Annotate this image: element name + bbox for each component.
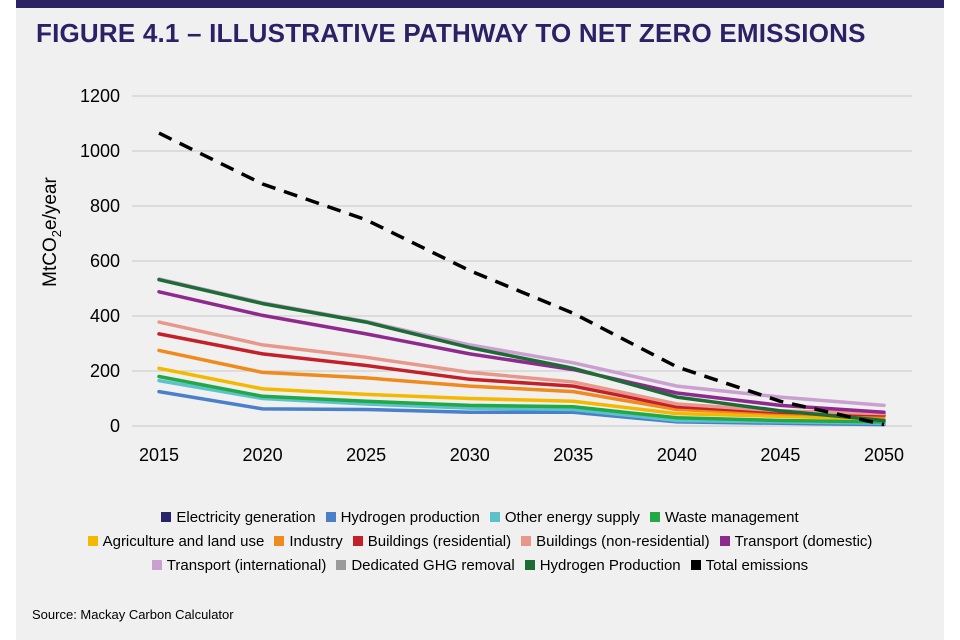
x-tick-label: 2040 (657, 445, 697, 465)
series-line-total-emissions (158, 131, 885, 427)
series-line-transport-international (157, 277, 886, 408)
legend-item: Agriculture and land use (87, 532, 265, 550)
series-line-transport-domestic (157, 290, 886, 415)
legend-label: Transport (domestic) (734, 532, 873, 550)
y-axis-label-main: MtCO (40, 237, 61, 287)
legend-item: Other energy supply (489, 508, 640, 526)
series-lines (157, 131, 886, 427)
legend-item: Electricity generation (161, 508, 316, 526)
legend-item: Transport (domestic) (719, 532, 873, 550)
legend-label: Waste management (664, 508, 799, 526)
legend-item: Hydrogen production (325, 508, 480, 526)
legend-row: Transport (international) Dedicated GHG r… (0, 553, 960, 577)
x-tick-label: 2050 (864, 445, 904, 465)
legend-swatch (336, 560, 347, 570)
legend-item: Hydrogen Production (524, 556, 681, 574)
x-tick-label: 2045 (760, 445, 800, 465)
x-axis-ticks: 2015 2020 2025 2030 2035 2040 2045 2050 (139, 445, 904, 465)
legend-label: Total emissions (705, 556, 809, 574)
header-bar (16, 0, 944, 8)
legend-swatch (524, 560, 535, 570)
x-tick-label: 2025 (346, 445, 386, 465)
legend-item: Transport (international) (151, 556, 327, 574)
y-tick-label: 1200 (80, 86, 120, 106)
y-tick-label: 800 (90, 196, 120, 216)
series-line-agriculture-and-land-use (157, 366, 886, 421)
source-note: Source: Mackay Carbon Calculator (32, 607, 234, 622)
legend-swatch (521, 536, 532, 546)
series-line-waste-management (157, 374, 886, 424)
x-tick-label: 2020 (243, 445, 283, 465)
legend-swatch (325, 512, 336, 522)
y-tick-label: 400 (90, 306, 120, 326)
legend-label: Transport (international) (166, 556, 327, 574)
x-tick-label: 2035 (553, 445, 593, 465)
legend-label: Agriculture and land use (102, 532, 265, 550)
legend-item: Waste management (649, 508, 799, 526)
legend-swatch (352, 536, 363, 546)
y-tick-label: 1000 (80, 141, 120, 161)
legend-swatch (274, 536, 285, 546)
x-tick-label: 2015 (139, 445, 179, 465)
legend-row: Agriculture and land use Industry Building… (0, 529, 960, 553)
legend-label: Buildings (residential) (367, 532, 512, 550)
legend-item: Total emissions (690, 556, 809, 574)
legend-row: Electricity generation Hydrogen productio… (0, 505, 960, 529)
legend-swatch (151, 560, 162, 570)
legend-swatch (87, 536, 98, 546)
legend-swatch (649, 512, 660, 522)
legend-swatch (161, 512, 172, 522)
legend-label: Electricity generation (176, 508, 316, 526)
legend-swatch (690, 560, 701, 570)
legend: Electricity generation Hydrogen productio… (0, 505, 960, 577)
legend-label: Hydrogen production (340, 508, 480, 526)
y-tick-label: 600 (90, 251, 120, 271)
legend-swatch (719, 536, 730, 546)
legend-label: Dedicated GHG removal (351, 556, 515, 574)
legend-item: Industry (274, 532, 343, 550)
legend-label: Buildings (non-residential) (536, 532, 710, 550)
legend-label: Hydrogen Production (539, 556, 681, 574)
y-tick-label: 0 (110, 416, 120, 436)
legend-swatch (489, 512, 500, 522)
chart-panel (16, 0, 944, 640)
y-axis-label: MtCO2e/year (40, 177, 64, 287)
legend-label: Other energy supply (504, 508, 640, 526)
series-line-hydrogen-production (157, 277, 886, 423)
legend-item: Buildings (residential) (352, 532, 512, 550)
legend-item: Buildings (non-residential) (521, 532, 710, 550)
x-tick-label: 2030 (450, 445, 490, 465)
y-tick-label: 200 (90, 361, 120, 381)
y-axis-label-end: e/year (40, 177, 61, 230)
y-axis-ticks: 0 200 400 600 800 1000 1200 (80, 86, 120, 436)
legend-item: Dedicated GHG removal (336, 556, 515, 574)
legend-label: Industry (289, 532, 343, 550)
y-axis-label-sub: 2 (49, 230, 64, 237)
figure-title: FIGURE 4.1 – ILLUSTRATIVE PATHWAY TO NET… (36, 18, 866, 48)
